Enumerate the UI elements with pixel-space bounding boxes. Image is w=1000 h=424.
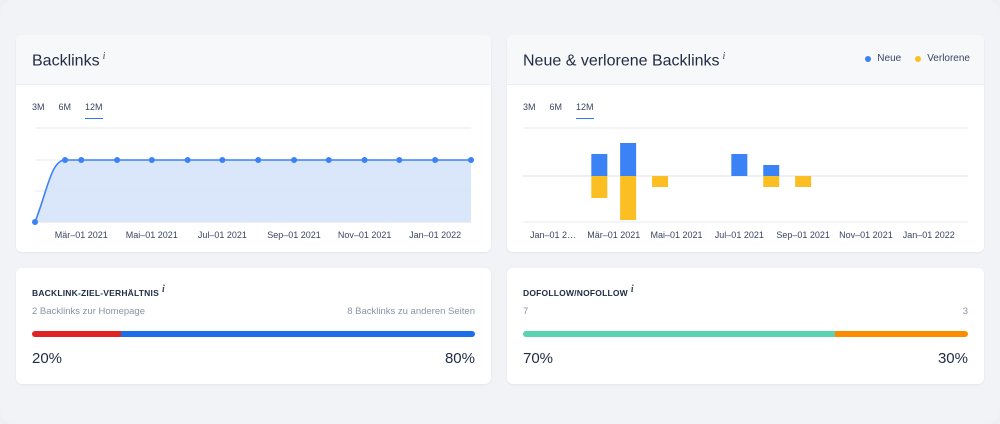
bar-neue (763, 165, 780, 176)
info-icon[interactable]: i (102, 51, 106, 62)
data-point (219, 157, 226, 163)
other-pages-share-fill (120, 331, 475, 337)
data-point (184, 157, 191, 163)
other-pages-backlinks-label: 8 Backlinks zu anderen Seiten (347, 306, 475, 317)
x-tick-label: Sep–01 2021 (267, 230, 321, 240)
backlinks-card: Backlinks i 3M 6M 12M Mär–01 2021 Mai–01 2… (16, 35, 491, 252)
bar-verlorene (763, 176, 780, 187)
legend-dot-verlorene (915, 55, 922, 62)
x-tick-label: Jan–01 2… (530, 230, 576, 240)
nofollow-count: 3 (962, 306, 968, 317)
legend-item-verlorene[interactable]: Verlorene (915, 53, 970, 64)
data-point (432, 157, 439, 163)
data-point (396, 157, 403, 163)
chart-legend: Neue Verlorene (851, 53, 970, 64)
new-lost-backlinks-card: Neue & verlorene Backlinks i Neue Verlore… (507, 35, 984, 252)
info-icon[interactable]: i (630, 284, 634, 295)
backlinks-area-chart: Mär–01 2021 Mai–01 2021 Jul–01 2021 Sep–01 … (32, 127, 474, 240)
nofollow-share-fill (834, 331, 968, 337)
dofollow-share-fill (523, 331, 835, 337)
x-tick-label: Mär–01 2021 (587, 230, 640, 240)
new-lost-bar-chart: Jan–01 2… Mär–01 2021 Mai–01 2021 Jul–01 20… (523, 127, 968, 240)
x-tick-label: Mai–01 2021 (651, 230, 703, 240)
tab-12m[interactable]: 12M (85, 102, 103, 119)
data-point (32, 219, 38, 225)
data-point (325, 157, 332, 163)
tab-6m[interactable]: 6M (549, 102, 563, 112)
data-point (114, 157, 121, 163)
bar-verlorene (795, 176, 812, 187)
bar-verlorene (652, 176, 669, 187)
x-tick-label: Nov–01 2021 (839, 230, 893, 240)
dofollow-nofollow-card: DOFOLLOW/NOFOLLOW i 7 3 70% 30% (507, 268, 984, 384)
bar-verlorene (591, 176, 608, 198)
x-tick-label: Jul–01 2021 (715, 230, 764, 240)
homepage-backlinks-label: 2 Backlinks zur Homepage (32, 306, 145, 317)
bar-neue (731, 154, 748, 176)
bar-verlorene (620, 176, 637, 220)
nofollow-percent: 30% (937, 350, 968, 367)
legend-label-verlorene: Verlorene (927, 53, 970, 64)
info-icon[interactable]: i (161, 284, 165, 295)
data-point (148, 157, 155, 163)
follow-title: DOFOLLOW/NOFOLLOW i (523, 284, 634, 298)
info-icon[interactable]: i (722, 51, 726, 62)
new-lost-card-header: Neue & verlorene Backlinks i Neue Verlore… (507, 35, 984, 85)
tab-3m[interactable]: 3M (523, 102, 536, 112)
x-tick-label: Jan–01 2022 (409, 230, 461, 240)
data-point (291, 157, 298, 163)
x-tick-label: Jan–01 2022 (903, 230, 955, 240)
legend-label-neue: Neue (877, 53, 902, 64)
area-fill (35, 160, 471, 222)
x-tick-label: Mai–01 2021 (126, 230, 178, 240)
other-pages-percent: 80% (444, 350, 475, 367)
data-point (468, 157, 474, 163)
tab-6m[interactable]: 6M (58, 102, 72, 112)
bar-neue (620, 143, 637, 176)
x-tick-label: Sep–01 2021 (776, 230, 830, 240)
legend-item-neue[interactable]: Neue (865, 53, 901, 64)
dofollow-percent: 70% (523, 350, 554, 367)
series-line (34, 159, 471, 223)
bar-neue (591, 154, 608, 176)
data-point (255, 157, 262, 163)
tab-12m[interactable]: 12M (576, 102, 594, 119)
backlinks-range-tabs: 3M 6M 12M (32, 102, 117, 119)
x-tick-label: Jul–01 2021 (198, 230, 247, 240)
link-target-ratio-card: BACKLINK-ZIEL-VERHÄLTNIS i 2 Backlinks zu… (16, 268, 491, 384)
new-lost-range-tabs: 3M 6M 12M (523, 102, 608, 119)
data-point (62, 157, 69, 163)
new-lost-title: Neue & verlorene Backlinks i (523, 51, 726, 70)
ratio-title: BACKLINK-ZIEL-VERHÄLTNIS i (32, 284, 165, 298)
backlinks-card-header: Backlinks i (16, 35, 491, 85)
homepage-share-fill (32, 331, 121, 337)
backlinks-title: Backlinks i (32, 51, 106, 70)
legend-dot-neue (865, 55, 872, 62)
ratio-progress-bar (32, 331, 475, 337)
dofollow-count: 7 (523, 306, 529, 317)
follow-progress-bar (523, 331, 968, 337)
data-point (78, 157, 85, 163)
homepage-percent: 20% (32, 350, 63, 367)
x-tick-label: Mär–01 2021 (55, 230, 108, 240)
tab-3m[interactable]: 3M (32, 102, 45, 112)
x-tick-label: Nov–01 2021 (338, 230, 392, 240)
data-point (361, 157, 368, 163)
